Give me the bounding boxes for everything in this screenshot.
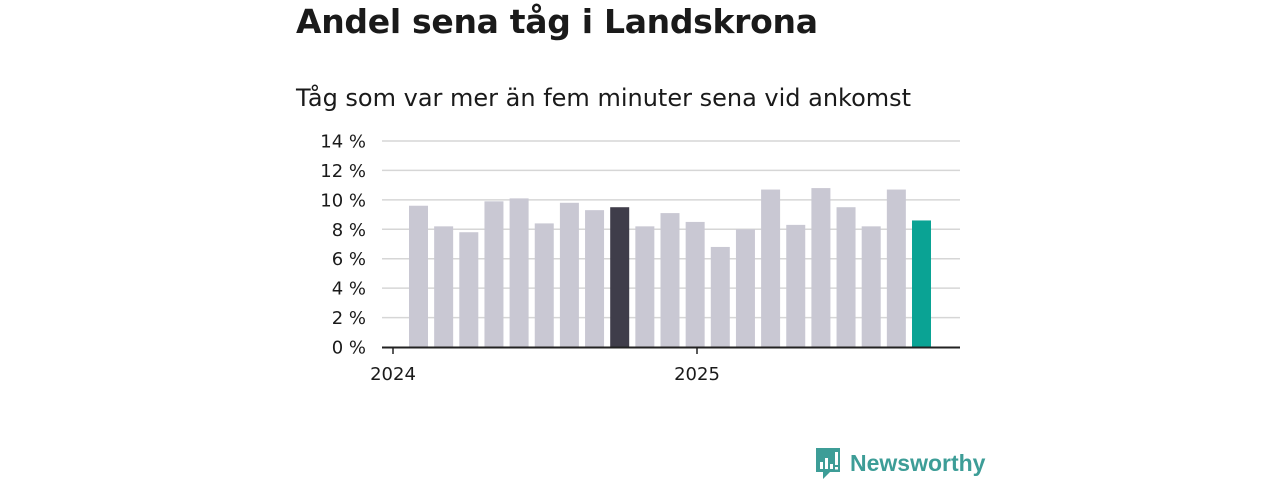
x-tick-label: 2024	[370, 364, 416, 385]
chart-title: Andel sena tåg i Landskrona	[296, 2, 818, 41]
y-tick-label: 0 %	[332, 338, 366, 359]
bar	[861, 226, 881, 347]
bar	[434, 226, 454, 347]
y-tick-label: 4 %	[332, 279, 366, 300]
y-tick-label: 8 %	[332, 220, 366, 241]
bar	[559, 202, 579, 347]
bar	[735, 229, 755, 347]
x-tick-label: 2025	[674, 364, 720, 385]
bar	[459, 232, 479, 347]
bar	[509, 198, 529, 347]
bar	[484, 201, 504, 347]
bar-chart: 0 % 2 % 4 % 6 % 8 % 10 % 12 % 14 % 2024 2025	[320, 132, 960, 385]
y-axis-ticks: 0 % 2 % 4 % 6 % 8 % 10 % 12 % 14 %	[320, 132, 366, 359]
brand-logo: Newsworthy	[814, 446, 985, 480]
y-tick-label: 12 %	[320, 161, 366, 182]
bar	[534, 223, 554, 347]
brand-name: Newsworthy	[850, 449, 986, 476]
x-axis: 2024 2025	[370, 346, 960, 385]
bar	[409, 205, 428, 347]
bar	[786, 224, 806, 347]
bar	[635, 226, 655, 347]
bar	[710, 246, 730, 347]
bar	[585, 210, 605, 347]
bar	[660, 213, 680, 347]
y-tick-label: 10 %	[320, 190, 366, 211]
newsworthy-logo-icon	[816, 448, 840, 479]
bar	[685, 221, 705, 347]
y-tick-label: 14 %	[320, 132, 366, 153]
y-tick-label: 2 %	[332, 308, 366, 329]
bar	[610, 207, 630, 347]
y-tick-label: 6 %	[332, 249, 366, 270]
bar	[886, 189, 906, 347]
bar	[912, 220, 931, 347]
bar	[811, 188, 831, 347]
chart-subtitle: Tåg som var mer än fem minuter sena vid …	[296, 84, 912, 112]
bar	[761, 189, 781, 347]
bars	[409, 188, 931, 347]
bar	[836, 207, 856, 347]
